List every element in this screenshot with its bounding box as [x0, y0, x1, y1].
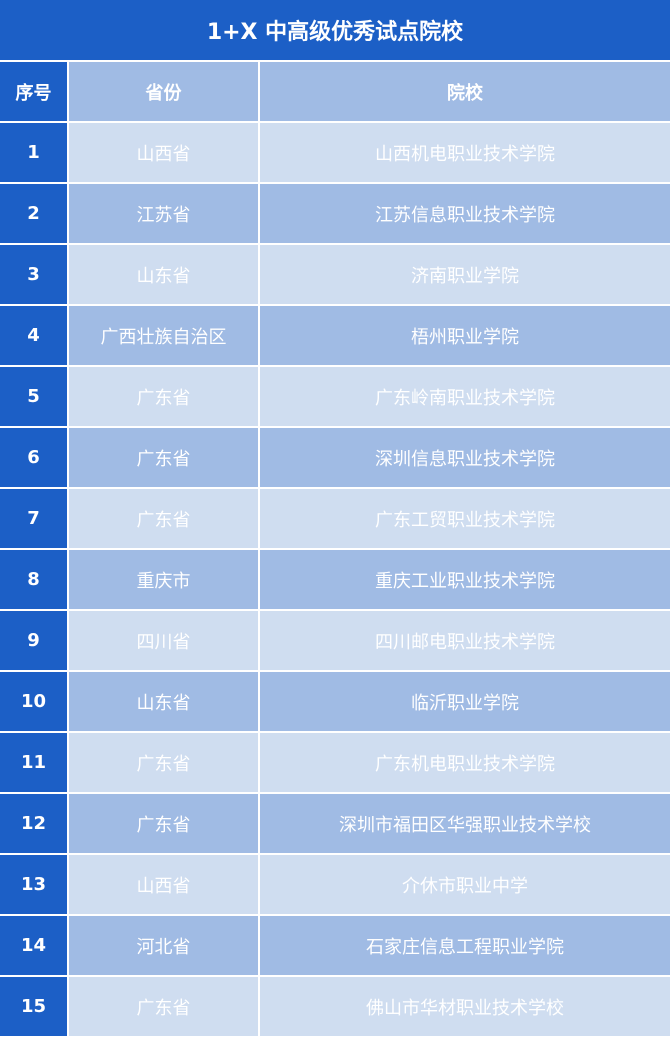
row-school: 梧州职业学院 — [260, 306, 670, 365]
row-school: 深圳市福田区华强职业技术学校 — [260, 794, 670, 853]
row-province: 江苏省 — [69, 184, 258, 243]
row-index: 8 — [0, 550, 67, 609]
row-school: 广东工贸职业技术学院 — [260, 489, 670, 548]
row-school: 佛山市华材职业技术学校 — [260, 977, 670, 1036]
schools-table: 序号 省份 院校 1 山西省 山西机电职业技术学院 2 江苏省 江苏信息职业技术学院 3 山东… — [0, 62, 670, 1036]
row-school: 重庆工业职业技术学院 — [260, 550, 670, 609]
row-index: 9 — [0, 611, 67, 670]
column-header-province: 省份 — [69, 62, 258, 121]
column-header-school: 院校 — [260, 62, 670, 121]
row-province: 山东省 — [69, 672, 258, 731]
row-school: 济南职业学院 — [260, 245, 670, 304]
row-index: 2 — [0, 184, 67, 243]
row-index: 13 — [0, 855, 67, 914]
row-index: 7 — [0, 489, 67, 548]
row-province: 广东省 — [69, 428, 258, 487]
row-province: 广东省 — [69, 977, 258, 1036]
row-province: 广东省 — [69, 489, 258, 548]
row-index: 12 — [0, 794, 67, 853]
row-school: 山西机电职业技术学院 — [260, 123, 670, 182]
row-school: 广东岭南职业技术学院 — [260, 367, 670, 426]
row-index: 1 — [0, 123, 67, 182]
row-province: 重庆市 — [69, 550, 258, 609]
row-province: 山西省 — [69, 855, 258, 914]
row-school: 深圳信息职业技术学院 — [260, 428, 670, 487]
row-index: 11 — [0, 733, 67, 792]
row-province: 四川省 — [69, 611, 258, 670]
row-school: 广东机电职业技术学院 — [260, 733, 670, 792]
row-province: 山西省 — [69, 123, 258, 182]
row-province: 广东省 — [69, 367, 258, 426]
row-school: 石家庄信息工程职业学院 — [260, 916, 670, 975]
row-index: 6 — [0, 428, 67, 487]
row-index: 3 — [0, 245, 67, 304]
row-index: 5 — [0, 367, 67, 426]
row-index: 14 — [0, 916, 67, 975]
row-province: 广西壮族自治区 — [69, 306, 258, 365]
row-index: 4 — [0, 306, 67, 365]
row-province: 河北省 — [69, 916, 258, 975]
row-school: 江苏信息职业技术学院 — [260, 184, 670, 243]
row-school: 介休市职业中学 — [260, 855, 670, 914]
row-province: 山东省 — [69, 245, 258, 304]
row-index: 15 — [0, 977, 67, 1036]
row-school: 四川邮电职业技术学院 — [260, 611, 670, 670]
row-province: 广东省 — [69, 733, 258, 792]
table-title: 1+X 中高级优秀试点院校 — [0, 0, 670, 60]
row-school: 临沂职业学院 — [260, 672, 670, 731]
row-province: 广东省 — [69, 794, 258, 853]
column-header-index: 序号 — [0, 62, 67, 121]
row-index: 10 — [0, 672, 67, 731]
